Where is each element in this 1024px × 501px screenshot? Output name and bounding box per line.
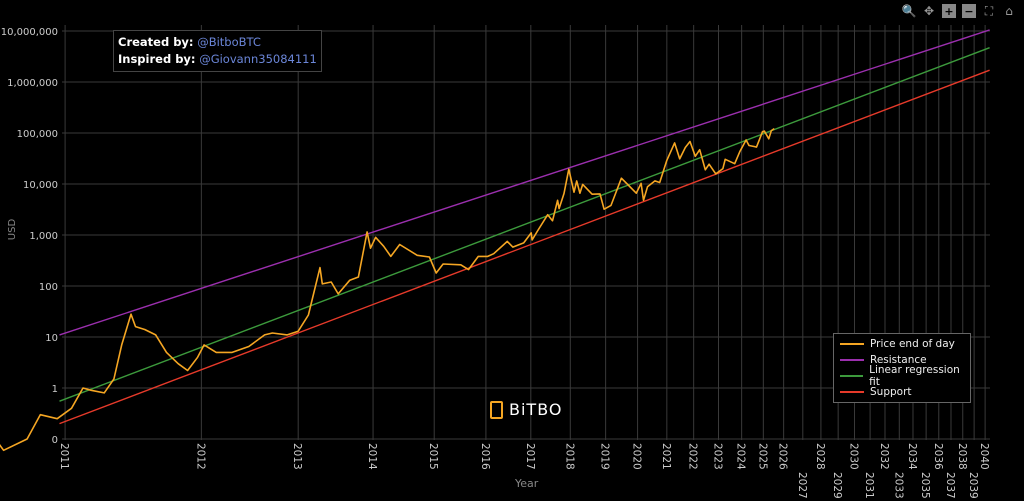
legend-label: Support: [870, 386, 912, 398]
x-tick-label: 2029: [831, 472, 843, 499]
autoscale-icon[interactable]: ⛶: [984, 3, 994, 18]
chart-toolbar: 🔍 ✥ + − ⛶ ⌂: [902, 4, 1016, 18]
created-label: Created by:: [118, 35, 194, 49]
x-tick-label: 2030: [848, 443, 860, 470]
x-axis-title: Year: [515, 477, 539, 490]
x-tick-label: 2020: [631, 443, 643, 470]
legend-item-regression[interactable]: Linear regression fit: [840, 364, 970, 388]
x-tick-label: 2031: [863, 472, 875, 499]
x-tick-label: 2040: [978, 443, 990, 470]
pan-icon[interactable]: ✥: [923, 4, 935, 18]
x-tick-label: 2013: [291, 443, 303, 470]
x-tick-label: 2038: [956, 443, 968, 470]
legend: Price end of day Resistance Linear regre…: [833, 333, 971, 403]
logo-text: BiTBO: [509, 400, 563, 419]
series-line-support: [59, 69, 990, 425]
x-tick-label: 2037: [944, 472, 956, 499]
x-tick-label: 2017: [524, 443, 536, 470]
x-tick-label: 2034: [906, 443, 918, 470]
x-tick-label: 2025: [756, 443, 768, 470]
legend-swatch: [840, 359, 864, 361]
x-tick-label: 2039: [967, 472, 979, 499]
legend-item-support[interactable]: Support: [840, 384, 970, 400]
x-tick-label: 2033: [892, 472, 904, 499]
legend-swatch: [840, 343, 864, 345]
x-tick-label: 2032: [878, 443, 890, 470]
x-tick-label: 2021: [660, 443, 672, 470]
series-line-price-end-of-day: [0, 127, 775, 452]
x-tick-label: 2036: [932, 443, 944, 470]
legend-label: Resistance: [870, 354, 927, 366]
reset-axes-icon[interactable]: ⌂: [1005, 4, 1013, 18]
y-tick-label: 10,000: [23, 180, 58, 191]
legend-label: Price end of day: [870, 338, 955, 350]
x-tick-label: 2023: [712, 443, 724, 470]
y-axis-title: USD: [7, 218, 19, 241]
legend-label: Linear regression fit: [869, 364, 960, 388]
x-tick-label: 2024: [735, 443, 747, 470]
x-tick-label: 2011: [58, 443, 70, 470]
legend-swatch: [840, 375, 864, 377]
series-line-resistance: [59, 29, 990, 336]
credits-annotation: Created by: @BitboBTC Inspired by: @Giov…: [113, 30, 322, 72]
x-tick-label: 2026: [777, 443, 789, 470]
y-tick-label: 100: [39, 282, 58, 293]
created-by-link[interactable]: @BitboBTC: [197, 35, 261, 49]
x-tick-label: 2022: [687, 443, 699, 470]
legend-swatch: [840, 391, 864, 393]
zoom-icon[interactable]: 🔍: [901, 4, 917, 18]
x-tick-label: 2016: [479, 443, 491, 470]
x-tick-label: 2018: [563, 443, 575, 470]
legend-item-price[interactable]: Price end of day: [840, 336, 970, 352]
logo-mark-icon: [490, 400, 503, 419]
x-tick-label: 2027: [796, 472, 808, 499]
zoom-in-icon[interactable]: +: [942, 4, 956, 18]
y-tick-label: 100,000: [17, 129, 58, 140]
x-tick-label: 2028: [814, 443, 826, 470]
inspired-by-link[interactable]: @Giovann35084111: [199, 52, 317, 66]
series-line-linear-regression-fit: [59, 47, 990, 402]
x-tick-label: 2035: [919, 472, 931, 499]
y-tick-label: 1,000,000: [7, 78, 58, 89]
y-tick-label: 1,000: [29, 231, 58, 242]
y-tick-label: 10: [45, 333, 58, 344]
x-tick-label: 2012: [194, 443, 206, 470]
y-tick-label: 0: [52, 435, 58, 446]
y-tick-label: 1: [52, 384, 58, 395]
bitbo-logo: BiTBO: [490, 400, 562, 419]
zoom-out-icon[interactable]: −: [962, 4, 976, 18]
x-tick-label: 2015: [427, 443, 439, 470]
legend-item-resistance[interactable]: Resistance: [840, 352, 970, 368]
x-tick-label: 2019: [599, 443, 611, 470]
inspired-label: Inspired by:: [118, 52, 196, 66]
y-tick-label: 10,000,000: [1, 27, 58, 38]
x-tick-label: 2014: [366, 443, 378, 470]
